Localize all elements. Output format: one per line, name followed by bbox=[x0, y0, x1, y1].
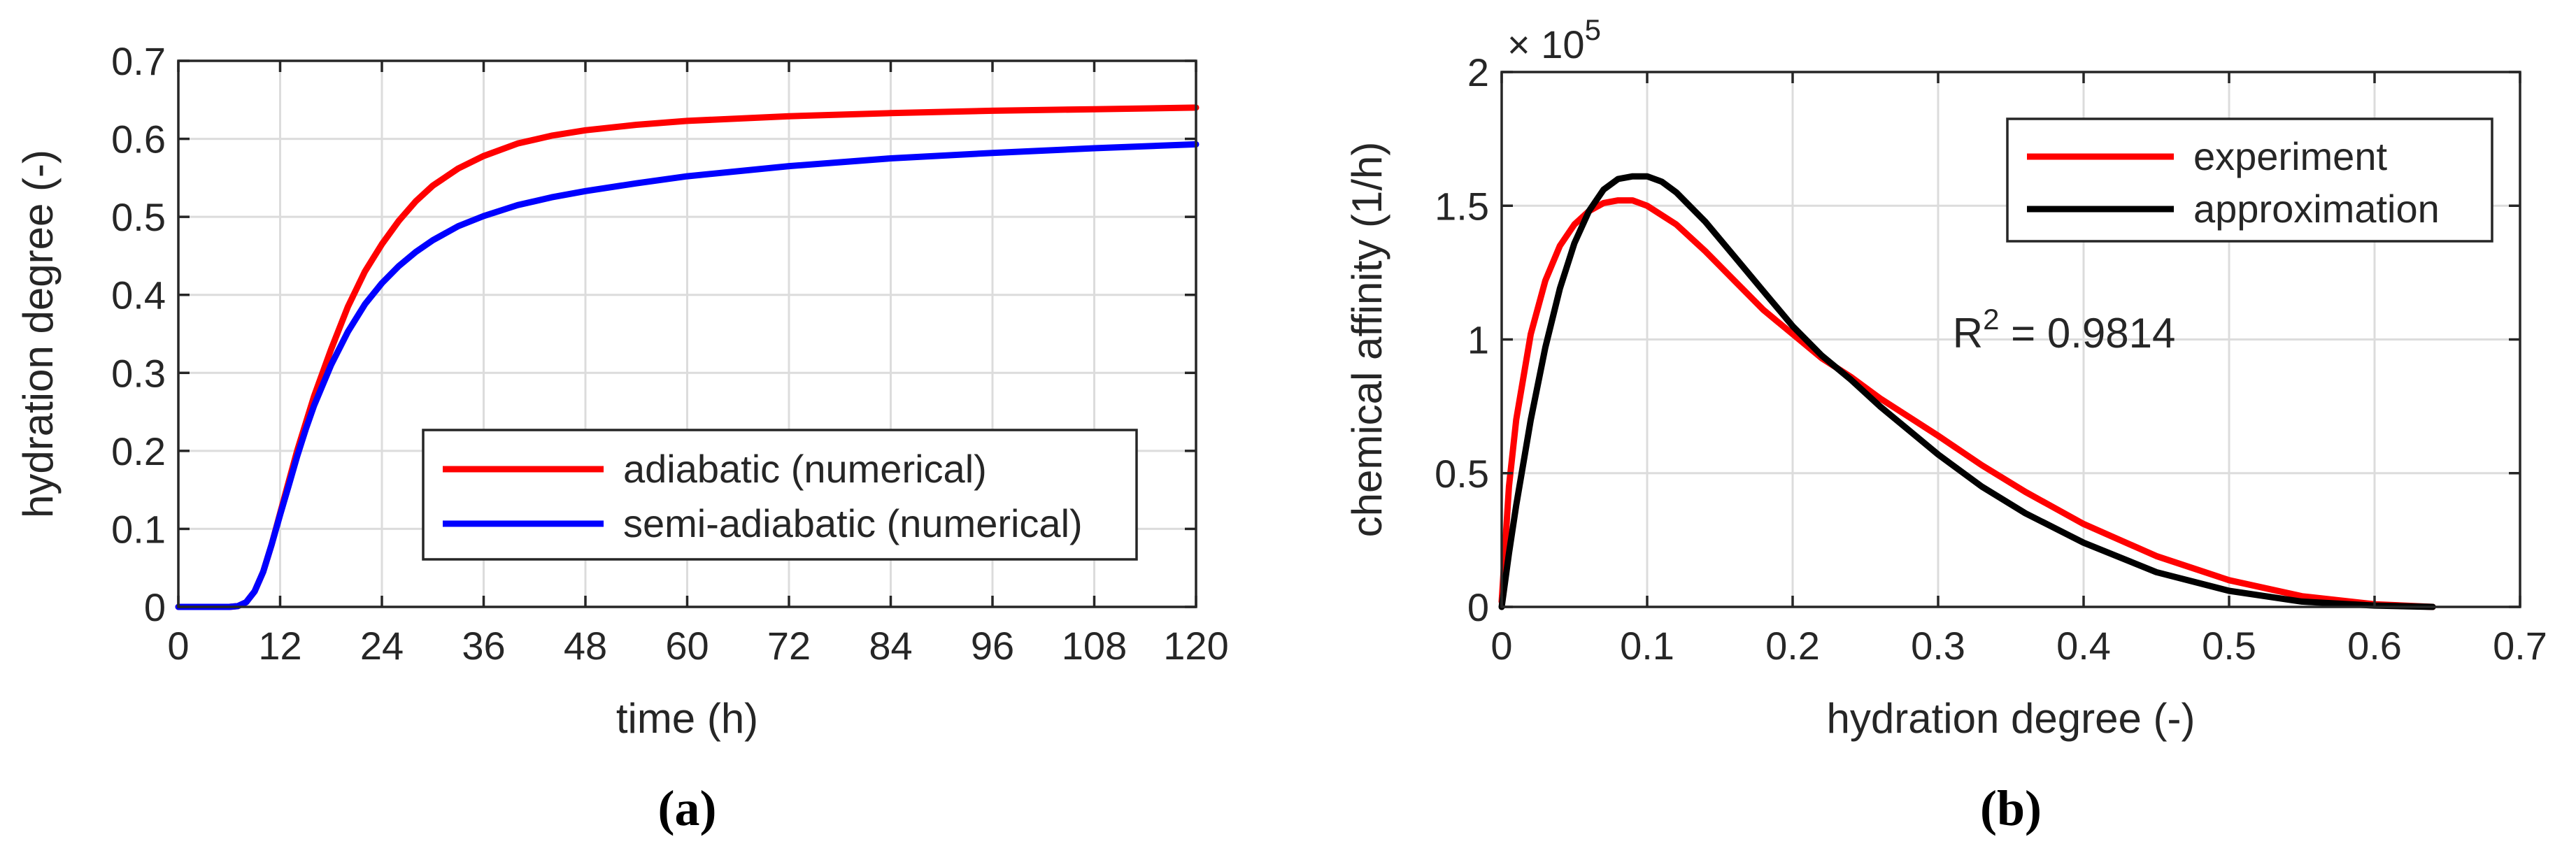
legend: adiabatic (numerical) semi-adiabatic (num… bbox=[422, 429, 1138, 561]
x-tick-label: 36 bbox=[462, 624, 505, 668]
chart-panel-1: 0 12 24 36 48 60 72 84 96 108 120 0 0.1 0.2 0.3 0.4 0.5 0… bbox=[15, 39, 1229, 836]
annotation-value: = 0.9814 bbox=[2000, 310, 2176, 357]
panel-label: (a) bbox=[658, 780, 717, 836]
x-axis-label: time (h) bbox=[616, 695, 758, 742]
y-tick-label: 1.5 bbox=[1435, 184, 1489, 228]
legend-box bbox=[422, 429, 1138, 561]
x-tick-label: 0.6 bbox=[2347, 624, 2402, 668]
y-tick-label: 0.2 bbox=[111, 429, 166, 473]
y-multiplier-exponent: 5 bbox=[1585, 13, 1601, 46]
x-axis-label: hydration degree (-) bbox=[1827, 695, 2196, 742]
x-tick-label: 0.3 bbox=[1911, 624, 1965, 668]
x-tick-label: 12 bbox=[258, 624, 301, 668]
y-axis-multiplier: × 105 bbox=[1507, 13, 1601, 66]
annotation-base: R bbox=[1953, 310, 1983, 357]
x-tick-label: 0.5 bbox=[2202, 624, 2256, 668]
x-tick-label: 24 bbox=[360, 624, 404, 668]
y-tick-label: 0.4 bbox=[111, 273, 166, 317]
panel-label: (b) bbox=[1980, 780, 2042, 836]
x-tick-label: 0 bbox=[1490, 624, 1512, 668]
y-tick-label: 0.5 bbox=[111, 195, 166, 239]
legend-box bbox=[2006, 117, 2493, 243]
r-squared-annotation: R2 = 0.9814 bbox=[1953, 303, 2176, 357]
series-line-semi-adiabatic-numerical bbox=[175, 141, 1200, 610]
y-tick-label: 1 bbox=[1467, 318, 1489, 362]
series-line-approximation bbox=[1498, 173, 2436, 610]
y-tick-label: 0.5 bbox=[1435, 452, 1489, 496]
x-tick-label: 72 bbox=[767, 624, 811, 668]
legend-entry: approximation bbox=[2193, 187, 2440, 231]
x-tick-label: 0.7 bbox=[2493, 624, 2547, 668]
x-tick-label: 48 bbox=[564, 624, 607, 668]
x-tick-label: 0.4 bbox=[2056, 624, 2111, 668]
y-tick-label: 0 bbox=[144, 585, 166, 629]
chart-panel-2: 0 0.1 0.2 0.3 0.4 0.5 0.6 0.7 0 0.5 1 1.5 2 hydration… bbox=[1344, 13, 2547, 836]
legend-entry: adiabatic (numerical) bbox=[623, 447, 987, 491]
y-axis-label: chemical affinity (1/h) bbox=[1344, 142, 1390, 538]
x-tick-label: 84 bbox=[869, 624, 912, 668]
x-tick-label: 96 bbox=[971, 624, 1014, 668]
y-tick-label: 0.7 bbox=[111, 39, 166, 83]
y-tick-label: 0.1 bbox=[111, 507, 166, 551]
legend: experiment approximation bbox=[2006, 117, 2493, 243]
legend-entry: experiment bbox=[2193, 134, 2387, 178]
x-tick-label: 108 bbox=[1062, 624, 1127, 668]
x-tick-label: 0 bbox=[167, 624, 189, 668]
y-tick-label: 2 bbox=[1467, 50, 1489, 94]
x-tick-label: 120 bbox=[1163, 624, 1228, 668]
y-multiplier-base: × 10 bbox=[1507, 22, 1585, 66]
y-tick-label: 0.3 bbox=[111, 351, 166, 395]
annotation-superscript: 2 bbox=[1983, 303, 1999, 336]
legend-entry: semi-adiabatic (numerical) bbox=[623, 501, 1083, 545]
series-line-experiment bbox=[1498, 197, 2436, 610]
x-tick-label: 0.2 bbox=[1765, 624, 1820, 668]
x-tick-label: 60 bbox=[665, 624, 709, 668]
y-tick-label: 0 bbox=[1467, 585, 1489, 629]
y-tick-label: 0.6 bbox=[111, 117, 166, 162]
y-axis-label: hydration degree (-) bbox=[15, 150, 62, 518]
x-tick-label: 0.1 bbox=[1620, 624, 1674, 668]
